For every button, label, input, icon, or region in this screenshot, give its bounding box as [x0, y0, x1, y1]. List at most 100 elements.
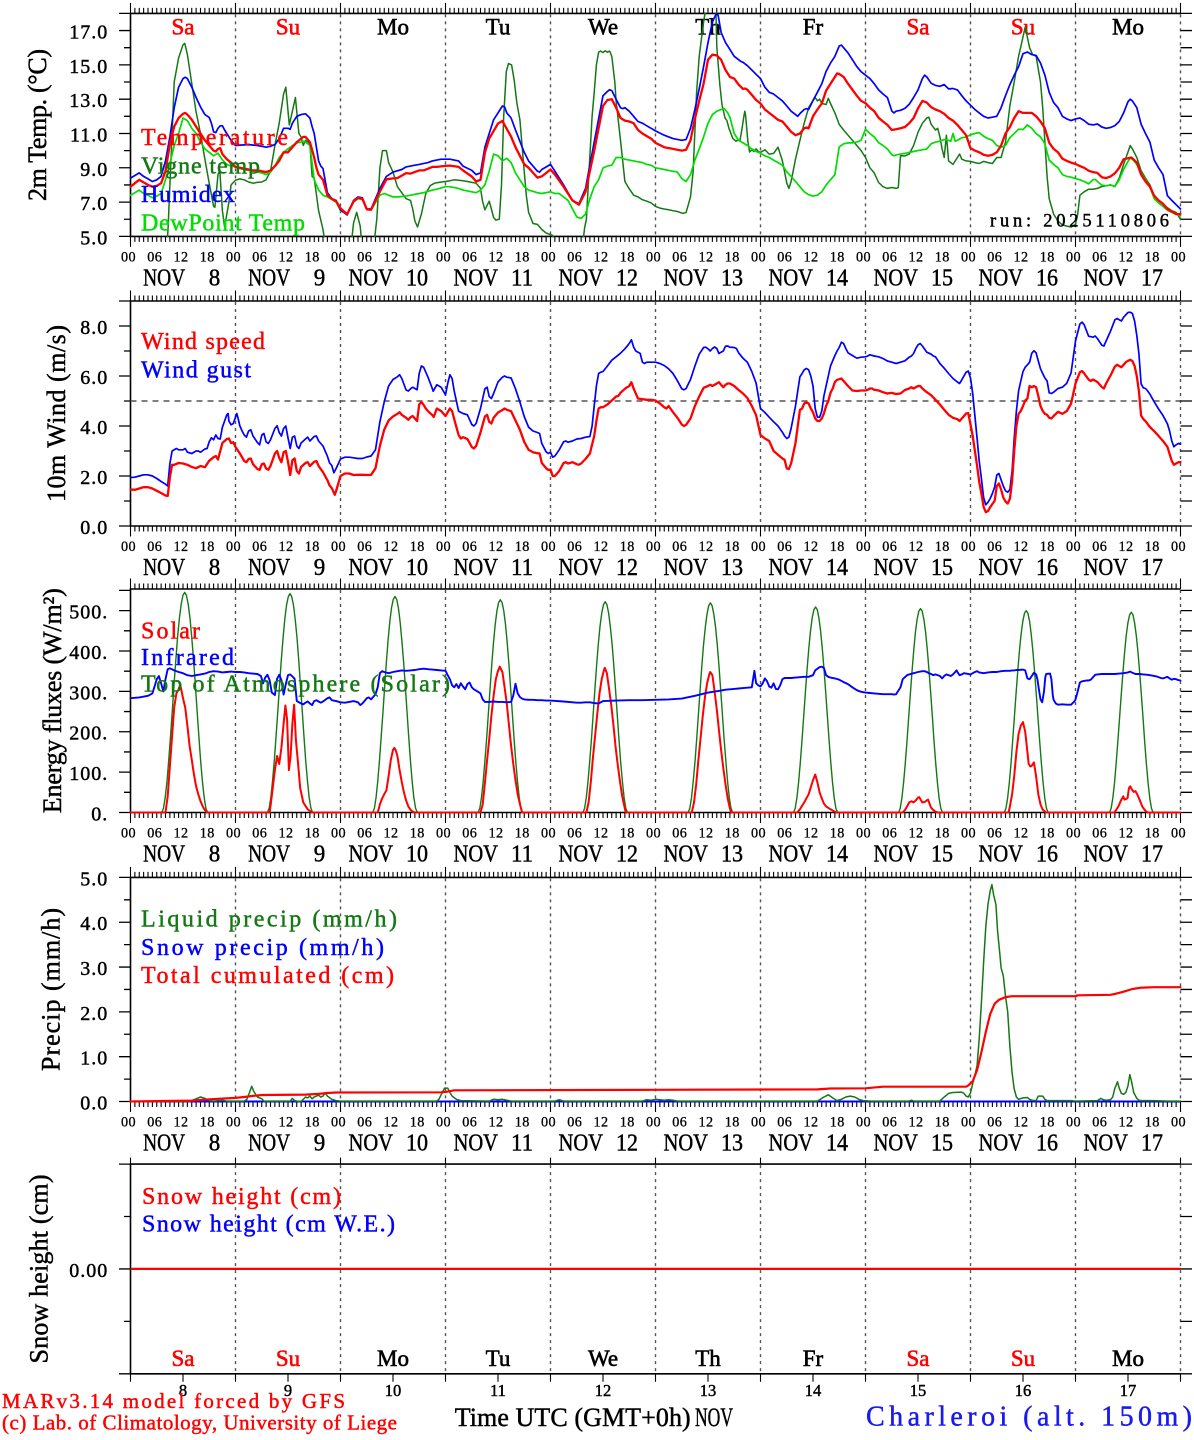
svg-text:00: 00 — [541, 539, 556, 555]
svg-text:12: 12 — [279, 826, 294, 842]
svg-text:12: 12 — [489, 249, 504, 265]
svg-text:06: 06 — [1092, 1115, 1107, 1131]
svg-text:00: 00 — [436, 249, 451, 265]
svg-text:NOV: NOV — [979, 842, 1024, 868]
svg-text:18: 18 — [830, 249, 845, 265]
svg-text:7.0: 7.0 — [80, 193, 108, 215]
svg-text:00: 00 — [751, 539, 766, 555]
svg-text:Su: Su — [1011, 1346, 1036, 1371]
svg-text:00: 00 — [541, 826, 556, 842]
svg-text:06: 06 — [987, 539, 1002, 555]
svg-text:18: 18 — [1145, 249, 1160, 265]
svg-text:12: 12 — [489, 539, 504, 555]
svg-text:06: 06 — [567, 539, 582, 555]
svg-text:12: 12 — [384, 539, 399, 555]
svg-text:NOV: NOV — [874, 1131, 919, 1157]
svg-text:18: 18 — [935, 826, 950, 842]
svg-text:8: 8 — [209, 1131, 221, 1157]
svg-text:0.0: 0.0 — [80, 517, 108, 539]
svg-text:12: 12 — [616, 265, 638, 291]
svg-text:18: 18 — [410, 539, 425, 555]
svg-text:8: 8 — [209, 555, 221, 581]
svg-text:12: 12 — [174, 539, 189, 555]
svg-text:18: 18 — [830, 1115, 845, 1131]
svg-text:18: 18 — [305, 1115, 320, 1131]
svg-text:9: 9 — [314, 265, 326, 291]
svg-text:NOV: NOV — [664, 1131, 709, 1157]
svg-text:12: 12 — [1119, 1115, 1134, 1131]
svg-text:00: 00 — [646, 1115, 661, 1131]
svg-text:2.0: 2.0 — [80, 1003, 108, 1025]
svg-text:16: 16 — [1036, 842, 1058, 868]
svg-text:00: 00 — [436, 539, 451, 555]
svg-text:13: 13 — [700, 1381, 717, 1400]
svg-text:11: 11 — [511, 555, 533, 581]
svg-text:06: 06 — [987, 826, 1002, 842]
svg-text:06: 06 — [462, 539, 477, 555]
svg-text:Temperature: Temperature — [141, 125, 288, 151]
svg-text:00: 00 — [961, 826, 976, 842]
svg-text:NOV: NOV — [769, 265, 814, 291]
svg-text:NOV: NOV — [1084, 842, 1129, 868]
svg-text:06: 06 — [882, 539, 897, 555]
svg-text:8.0: 8.0 — [80, 317, 108, 339]
svg-text:12: 12 — [1119, 249, 1134, 265]
svg-text:Fr: Fr — [803, 1346, 824, 1371]
svg-text:16: 16 — [1036, 265, 1058, 291]
svg-text:12: 12 — [1014, 826, 1029, 842]
svg-text:NOV: NOV — [559, 842, 604, 868]
svg-text:11: 11 — [490, 1381, 506, 1400]
svg-text:12: 12 — [1014, 249, 1029, 265]
svg-text:NOV: NOV — [454, 842, 499, 868]
svg-text:4.0: 4.0 — [80, 417, 108, 439]
svg-text:18: 18 — [305, 826, 320, 842]
svg-text:00: 00 — [436, 1115, 451, 1131]
svg-text:00: 00 — [1066, 826, 1081, 842]
svg-text:12: 12 — [279, 249, 294, 265]
svg-text:14: 14 — [826, 265, 848, 291]
svg-text:06: 06 — [357, 539, 372, 555]
svg-text:00: 00 — [1171, 1115, 1186, 1131]
svg-text:13: 13 — [721, 842, 743, 868]
svg-text:18: 18 — [935, 249, 950, 265]
svg-text:18: 18 — [410, 1115, 425, 1131]
svg-text:2m Temp. (°C): 2m Temp. (°C) — [23, 49, 52, 201]
svg-text:17: 17 — [1141, 842, 1163, 868]
svg-text:Mo: Mo — [1112, 1346, 1144, 1371]
svg-text:12: 12 — [174, 249, 189, 265]
svg-text:Charleroi (alt. 150m): Charleroi (alt. 150m) — [866, 1402, 1192, 1433]
svg-text:10: 10 — [406, 842, 428, 868]
svg-text:06: 06 — [252, 1115, 267, 1131]
svg-text:NOV: NOV — [349, 1131, 394, 1157]
svg-text:NOV: NOV — [874, 555, 919, 581]
svg-text:12: 12 — [616, 555, 638, 581]
svg-text:NOV: NOV — [248, 1131, 291, 1157]
svg-text:18: 18 — [830, 539, 845, 555]
svg-text:11: 11 — [511, 842, 533, 868]
svg-text:8: 8 — [209, 265, 221, 291]
svg-text:06: 06 — [252, 826, 267, 842]
svg-text:12: 12 — [594, 249, 609, 265]
svg-text:18: 18 — [620, 249, 635, 265]
svg-text:15: 15 — [931, 555, 953, 581]
svg-text:12: 12 — [1014, 1115, 1029, 1131]
svg-text:Mo: Mo — [377, 15, 409, 40]
svg-text:00: 00 — [751, 1115, 766, 1131]
svg-text:18: 18 — [515, 1115, 530, 1131]
svg-text:Sa: Sa — [907, 1346, 930, 1371]
svg-text:00: 00 — [541, 1115, 556, 1131]
svg-text:NOV: NOV — [769, 842, 814, 868]
svg-text:400.: 400. — [69, 642, 108, 664]
svg-text:NOV: NOV — [349, 265, 394, 291]
svg-text:9: 9 — [284, 1381, 292, 1400]
svg-text:18: 18 — [1040, 539, 1055, 555]
svg-text:06: 06 — [777, 1115, 792, 1131]
svg-text:Time UTC (GMT+0h): Time UTC (GMT+0h) — [455, 1403, 691, 1432]
svg-text:1.0: 1.0 — [80, 1048, 108, 1070]
svg-text:18: 18 — [725, 826, 740, 842]
svg-text:00: 00 — [961, 539, 976, 555]
svg-text:2.0: 2.0 — [80, 467, 108, 489]
svg-text:DewPoint Temp: DewPoint Temp — [141, 211, 305, 237]
svg-text:06: 06 — [987, 249, 1002, 265]
svg-text:300.: 300. — [69, 682, 108, 704]
